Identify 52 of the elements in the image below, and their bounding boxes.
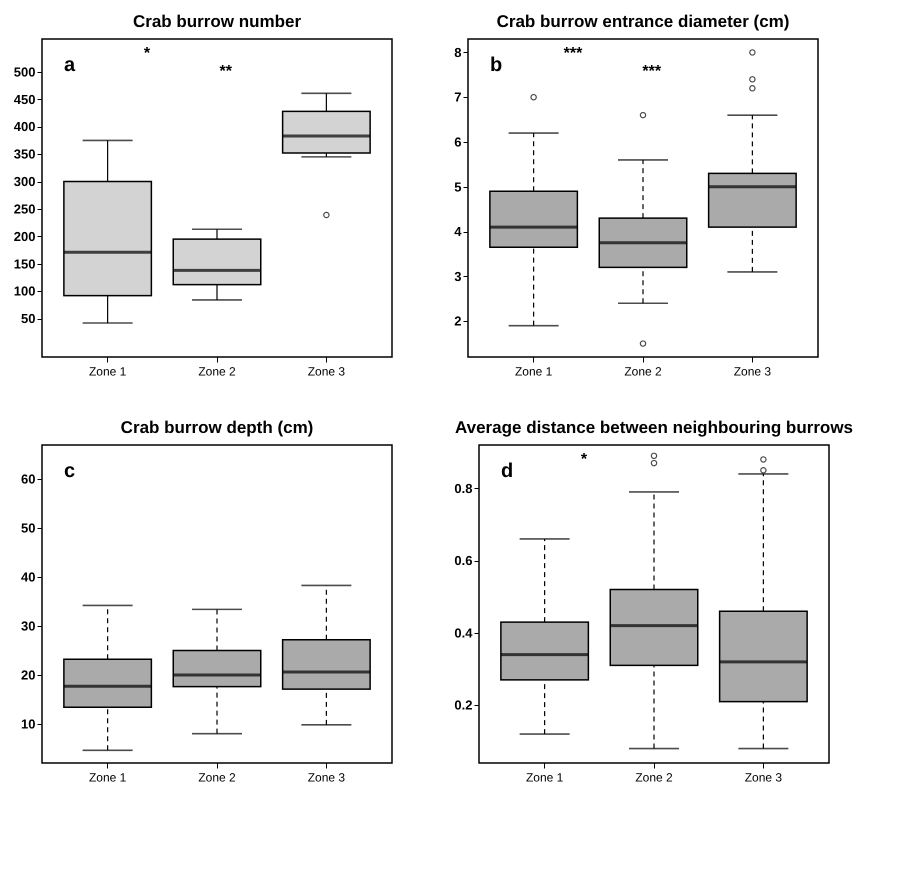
y-tick-label: 50 xyxy=(21,311,36,326)
annotation: * xyxy=(144,45,151,62)
y-tick-label: 0.6 xyxy=(454,553,472,568)
chart-title: Crab burrow depth (cm) xyxy=(120,418,314,437)
annotation: *** xyxy=(642,63,662,80)
chart-title: Crab burrow entrance diameter (cm) xyxy=(496,12,790,31)
x-tick-label: Zone 3 xyxy=(744,770,782,784)
annotation: c xyxy=(64,460,76,482)
y-tick-label: 350 xyxy=(14,146,36,162)
y-tick-label: 0.2 xyxy=(454,698,472,713)
y-tick-label: 200 xyxy=(14,228,36,244)
x-tick-label: Zone 1 xyxy=(88,364,127,378)
annotation: b xyxy=(490,54,502,76)
annotation: *** xyxy=(564,45,584,62)
annotation: ** xyxy=(220,63,233,80)
x-tick-label: Zone 3 xyxy=(308,364,346,378)
annotation: * xyxy=(580,451,588,468)
x-tick-label: Zone 1 xyxy=(514,364,553,378)
chart-title: Crab burrow number xyxy=(132,12,302,31)
y-tick-label: 50 xyxy=(21,520,36,536)
x-tick-label: Zone 2 xyxy=(198,364,236,378)
y-tick-label: 5 xyxy=(454,179,462,194)
y-tick-label: 6 xyxy=(454,134,462,150)
y-tick-label: 0.4 xyxy=(454,625,474,640)
y-tick-label: 10 xyxy=(21,716,36,732)
y-tick-label: 8 xyxy=(454,44,462,60)
y-tick-label: 60 xyxy=(21,472,36,487)
y-tick-label: 2 xyxy=(454,314,462,329)
chart-title: Average distance between neighbouring burrows xyxy=(455,418,853,437)
y-tick-label: 400 xyxy=(14,119,36,134)
annotation: d xyxy=(501,460,514,482)
x-tick-label: Zone 2 xyxy=(635,770,674,784)
y-tick-label: 250 xyxy=(14,201,36,216)
y-tick-label: 100 xyxy=(14,284,36,299)
x-tick-label: Zone 2 xyxy=(198,770,236,784)
x-tick-label: Zone 1 xyxy=(88,770,127,784)
y-tick-label: 3 xyxy=(454,268,462,284)
x-tick-label: Zone 3 xyxy=(734,364,772,378)
y-tick-label: 450 xyxy=(14,92,36,107)
y-tick-label: 500 xyxy=(14,64,36,80)
y-tick-label: 40 xyxy=(21,570,36,585)
x-tick-label: Zone 1 xyxy=(526,770,564,784)
y-tick-label: 0.8 xyxy=(454,480,472,496)
x-tick-label: Zone 2 xyxy=(624,364,662,378)
y-tick-label: 150 xyxy=(14,256,36,272)
x-tick-label: Zone 3 xyxy=(308,770,346,784)
y-tick-label: 30 xyxy=(21,618,36,634)
y-tick-label: 4 xyxy=(454,224,462,240)
y-tick-label: 300 xyxy=(14,174,36,190)
y-tick-label: 7 xyxy=(454,90,462,105)
y-tick-label: 20 xyxy=(21,667,36,682)
annotation: a xyxy=(64,54,76,76)
